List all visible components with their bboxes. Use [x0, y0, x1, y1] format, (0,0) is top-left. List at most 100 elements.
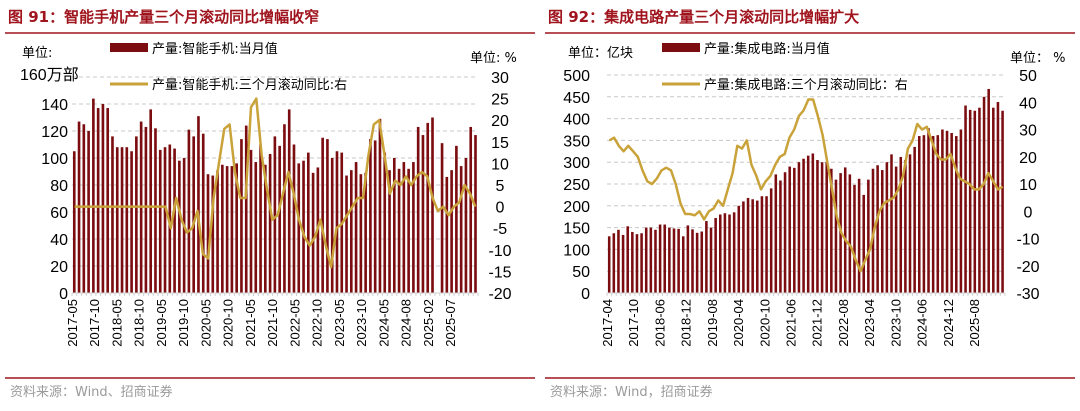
bar — [760, 196, 764, 293]
legend-bar-label: 产量:智能手机:当月值 — [152, 41, 278, 57]
bar — [373, 140, 377, 293]
bar — [644, 227, 648, 293]
bar — [654, 229, 657, 293]
bar — [407, 168, 410, 293]
bar — [450, 170, 453, 293]
bar — [982, 96, 986, 293]
bar — [686, 225, 690, 293]
bar — [668, 227, 671, 293]
bar — [87, 131, 90, 293]
y-tick-label: 400 — [563, 112, 590, 129]
bar — [383, 152, 387, 293]
right-unit-label: 单位： % — [1010, 51, 1066, 66]
bar — [617, 229, 620, 293]
x-tick-label: 2024-06 — [915, 299, 930, 347]
bar — [779, 180, 782, 293]
bar — [774, 174, 778, 293]
y2-tick-label: 0 — [1024, 204, 1033, 221]
bar — [225, 166, 229, 293]
bar — [1001, 110, 1004, 293]
bar — [904, 160, 907, 293]
y-tick-label: 0 — [581, 286, 590, 303]
x-tick-label: 2021-12 — [810, 299, 825, 347]
bar — [187, 129, 191, 293]
bar — [197, 116, 200, 294]
bar — [421, 135, 425, 293]
x-tick-label: 2017-10 — [87, 299, 102, 347]
bar — [987, 88, 990, 294]
bar — [867, 179, 870, 293]
y2-tick-label: -15 — [488, 264, 511, 281]
bar — [268, 153, 272, 293]
x-tick-label: 2021-05 — [243, 299, 258, 347]
bar — [913, 146, 916, 293]
bar — [626, 226, 629, 293]
bar — [392, 158, 396, 293]
x-tick-label: 2023-04 — [862, 299, 877, 347]
bar — [120, 147, 124, 293]
bar — [345, 175, 348, 293]
bar — [677, 228, 680, 293]
x-tick-label: 2025-02 — [421, 299, 436, 347]
y2-tick-label: 10 — [1019, 177, 1037, 194]
legend-line-label: 产量:集成电路:三个月滚动同比：右 — [704, 77, 908, 93]
x-tick-label: 2017-04 — [600, 299, 615, 347]
bar — [862, 194, 866, 293]
bar — [927, 128, 930, 293]
y-tick-label: 250 — [563, 177, 590, 194]
bar — [635, 234, 639, 293]
bar — [249, 149, 253, 293]
bar — [178, 160, 181, 293]
bar — [793, 167, 796, 293]
x-tick-label: 2020-04 — [731, 299, 746, 347]
bar — [326, 139, 329, 293]
y-tick-label: 140 — [41, 97, 68, 114]
x-tick-label: 2020-05 — [198, 299, 213, 347]
right-unit-label: 单位: % — [470, 51, 517, 66]
bar — [130, 151, 133, 293]
bar — [672, 228, 676, 293]
bar — [135, 136, 138, 293]
y-tick-label: 0 — [59, 286, 68, 303]
bar — [894, 166, 898, 293]
bar — [311, 172, 315, 293]
y-tick-label: 100 — [563, 242, 590, 259]
bar — [287, 109, 291, 294]
bar — [273, 136, 277, 293]
y-tick-label: 40 — [50, 232, 68, 249]
bar — [742, 201, 745, 293]
bar — [402, 162, 406, 293]
y2-tick-label: 30 — [491, 70, 509, 87]
y2-tick-label: -5 — [493, 221, 507, 238]
x-tick-label: 2021-10 — [265, 299, 280, 347]
x-tick-label: 2022-10 — [310, 299, 325, 347]
x-tick-label: 2020-10 — [757, 299, 772, 347]
bar — [705, 221, 708, 293]
bar — [359, 174, 363, 293]
x-tick-label: 2025-08 — [967, 299, 982, 347]
chart-title: 图 91：智能手机产量三个月滚动同比增幅收窄 — [8, 8, 319, 26]
bar — [922, 135, 926, 293]
bar — [978, 107, 981, 293]
bar — [931, 136, 935, 293]
y-tick-label: 500 — [563, 68, 590, 85]
bar — [751, 199, 754, 293]
x-tick-label: 2023-10 — [354, 299, 369, 347]
left-unit-label: 单位: — [22, 46, 52, 61]
y2-tick-label: -20 — [488, 286, 511, 303]
bar — [163, 147, 167, 293]
bar — [211, 175, 215, 293]
x-tick-label: 2020-10 — [221, 299, 236, 347]
x-tick-label: 2022-08 — [836, 299, 851, 347]
bar — [714, 218, 717, 293]
yoy-line — [608, 98, 1004, 273]
bar — [445, 176, 449, 293]
bar — [201, 133, 205, 293]
bar — [941, 129, 944, 293]
bar — [349, 170, 353, 293]
bar — [297, 163, 301, 293]
x-tick-label: 2019-10 — [176, 299, 191, 347]
